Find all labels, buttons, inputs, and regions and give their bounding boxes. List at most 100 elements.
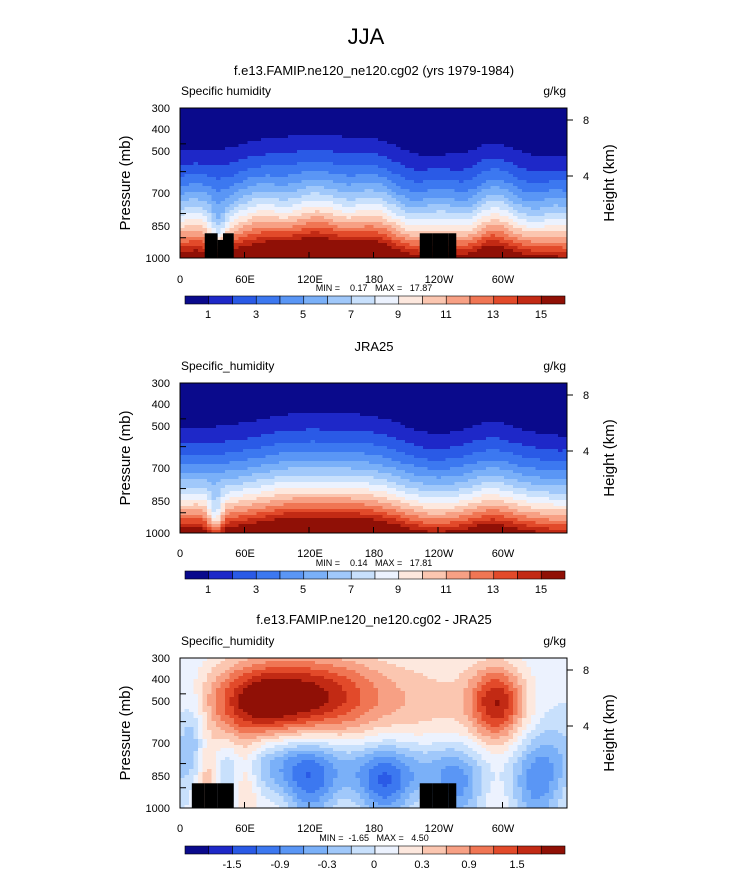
heatmap-cell: [229, 108, 235, 112]
heatmap-cell: [490, 213, 496, 217]
heatmap-cell: [324, 177, 330, 181]
heatmap-cell: [234, 162, 240, 166]
heatmap-cell: [306, 243, 312, 247]
heatmap-cell: [558, 120, 564, 124]
heatmap-cell: [495, 249, 501, 253]
heatmap-cell: [423, 210, 429, 214]
heatmap-cell: [247, 144, 253, 148]
heatmap-cell: [423, 389, 429, 393]
heatmap-cell: [355, 156, 361, 160]
heatmap-cell: [234, 234, 240, 238]
heatmap-cell: [396, 398, 402, 402]
heatmap-cell: [234, 156, 240, 160]
heatmap-cell: [369, 120, 375, 124]
heatmap-cell: [193, 195, 199, 199]
heatmap-cell: [544, 138, 550, 142]
heatmap-cell: [252, 389, 258, 393]
heatmap-cell: [513, 392, 519, 396]
heatmap-cell: [517, 180, 523, 184]
heatmap-cell: [418, 126, 424, 130]
heatmap-cell: [346, 147, 352, 151]
heatmap-cell: [193, 153, 199, 157]
heatmap-cell: [306, 240, 312, 244]
heatmap-cell: [549, 195, 555, 199]
heatmap-cell: [243, 216, 249, 220]
heatmap-cell: [535, 386, 541, 390]
heatmap-cell: [409, 189, 415, 193]
heatmap-cell: [279, 222, 285, 226]
heatmap-cell: [477, 141, 483, 145]
heatmap-cell: [540, 246, 546, 250]
heatmap-cell: [288, 171, 294, 175]
heatmap-cell: [207, 162, 213, 166]
heatmap-cell: [427, 111, 433, 115]
heatmap-cell: [396, 389, 402, 393]
heatmap-cell: [378, 156, 384, 160]
heatmap-cell: [360, 392, 366, 396]
heatmap-cell: [351, 138, 357, 142]
heatmap-cell: [216, 404, 222, 408]
heatmap-cell: [508, 180, 514, 184]
heatmap-cell: [517, 174, 523, 178]
heatmap-cell: [468, 192, 474, 196]
heatmap-cell: [324, 231, 330, 235]
heatmap-cell: [481, 213, 487, 217]
heatmap-cell: [337, 183, 343, 187]
heatmap-cell: [562, 249, 567, 253]
heatmap-cell: [238, 249, 244, 253]
heatmap-cell: [369, 398, 375, 402]
heatmap-cell: [238, 174, 244, 178]
heatmap-cell: [324, 210, 330, 214]
heatmap-cell: [558, 189, 564, 193]
heatmap-cell: [481, 108, 487, 112]
heatmap-cell: [252, 171, 258, 175]
heatmap-cell: [360, 186, 366, 190]
heatmap-cell: [414, 234, 420, 238]
heatmap-cell: [481, 192, 487, 196]
heatmap-cell: [288, 249, 294, 253]
heatmap-cell: [265, 392, 271, 396]
heatmap-cell: [522, 150, 528, 154]
heatmap-cell: [319, 216, 325, 220]
heatmap-cell: [180, 123, 186, 127]
heatmap-cell: [247, 150, 253, 154]
heatmap-cell: [225, 222, 231, 226]
heatmap-cell: [558, 150, 564, 154]
heatmap-cell: [342, 117, 348, 121]
heatmap-cell: [360, 165, 366, 169]
heatmap-cell: [432, 108, 438, 112]
heatmap-cell: [342, 138, 348, 142]
heatmap-cell: [373, 198, 379, 202]
heatmap-cell: [184, 171, 190, 175]
heatmap-cell: [396, 132, 402, 136]
heatmap-cell: [202, 189, 208, 193]
heatmap-cell: [405, 162, 411, 166]
heatmap-cell: [184, 156, 190, 160]
heatmap-cell: [486, 141, 492, 145]
heatmap-cell: [279, 204, 285, 208]
heatmap-cell: [270, 153, 276, 157]
heatmap-cell: [310, 252, 316, 256]
heatmap-cell: [373, 204, 379, 208]
heatmap-cell: [238, 213, 244, 217]
heatmap-cell: [238, 108, 244, 112]
heatmap-cell: [405, 126, 411, 130]
heatmap-cell: [468, 246, 474, 250]
heatmap-cell: [418, 129, 424, 133]
heatmap-cell: [252, 392, 258, 396]
heatmap-cell: [274, 117, 280, 121]
heatmap-cell: [508, 159, 514, 163]
heatmap-cell: [459, 240, 465, 244]
heatmap-cell: [261, 228, 267, 232]
heatmap-cell: [220, 141, 226, 145]
heatmap-cell: [274, 207, 280, 211]
heatmap-cell: [283, 401, 289, 405]
heatmap-cell: [513, 210, 519, 214]
heatmap-cell: [283, 246, 289, 250]
heatmap-cell: [328, 216, 334, 220]
heatmap-cell: [274, 120, 280, 124]
heatmap-cell: [292, 219, 298, 223]
heatmap-cell: [432, 395, 438, 399]
heatmap-cell: [472, 201, 478, 205]
heatmap-cell: [360, 237, 366, 241]
